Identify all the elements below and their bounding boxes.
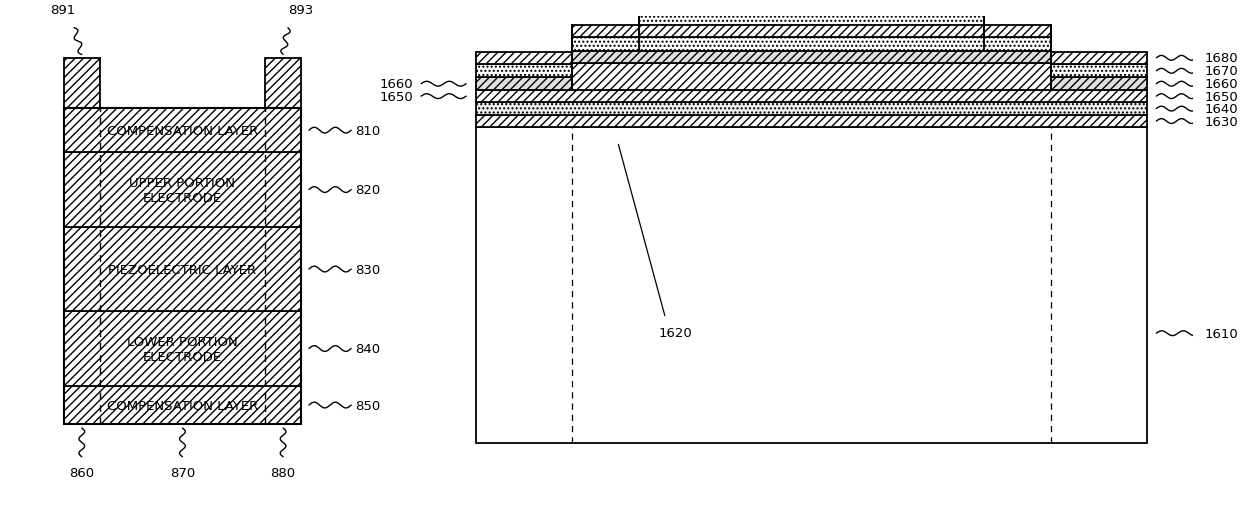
Text: 1680: 1680	[1204, 52, 1238, 65]
Bar	[572, 64, 1052, 91]
Bar	[63, 59, 100, 109]
Text: 1640: 1640	[1204, 103, 1238, 116]
Bar	[639, 12, 983, 38]
Bar	[476, 116, 1147, 128]
Bar	[63, 153, 301, 227]
Bar	[1052, 65, 1147, 78]
Bar	[476, 103, 1147, 116]
Text: 880: 880	[270, 467, 295, 479]
Text: 810: 810	[355, 124, 381, 137]
Text: 1650: 1650	[1204, 90, 1238, 104]
Text: UPPER PORTION
ELECTRODE: UPPER PORTION ELECTRODE	[129, 176, 236, 204]
Bar	[1052, 53, 1147, 65]
Text: 870: 870	[170, 467, 195, 479]
Text: 1650: 1650	[379, 90, 413, 104]
Bar	[1052, 78, 1147, 91]
Bar	[265, 59, 301, 109]
Bar	[639, 0, 983, 12]
Text: 891: 891	[50, 4, 76, 17]
Text: 1620: 1620	[658, 327, 692, 339]
Text: 1660: 1660	[379, 78, 413, 91]
Bar	[63, 386, 301, 424]
Text: 1610: 1610	[1204, 327, 1238, 340]
Bar	[572, 26, 1052, 38]
Text: 840: 840	[355, 342, 381, 356]
Bar	[572, 52, 1052, 64]
Bar	[476, 53, 572, 65]
Bar	[63, 312, 301, 386]
Text: PIEZOELECTRIC LAYER: PIEZOELECTRIC LAYER	[108, 263, 257, 276]
Bar	[63, 109, 301, 153]
Bar	[476, 78, 572, 91]
Text: COMPENSATION LAYER: COMPENSATION LAYER	[107, 399, 258, 412]
Bar	[63, 109, 301, 424]
Text: 1660: 1660	[1204, 78, 1238, 91]
Bar	[572, 38, 1052, 52]
Text: 820: 820	[355, 184, 381, 196]
Text: COMPENSATION LAYER: COMPENSATION LAYER	[107, 124, 258, 137]
Bar	[63, 227, 301, 312]
Text: 1670: 1670	[1204, 65, 1238, 78]
Text: LOWER PORTION
ELECTRODE: LOWER PORTION ELECTRODE	[126, 335, 238, 363]
Bar	[476, 128, 1147, 443]
Text: 1630: 1630	[1204, 115, 1238, 128]
Bar	[476, 91, 1147, 103]
Text: 830: 830	[355, 263, 381, 276]
Text: 850: 850	[355, 399, 381, 412]
Text: 860: 860	[69, 467, 94, 479]
Bar	[476, 65, 572, 78]
Text: 893: 893	[288, 4, 312, 17]
